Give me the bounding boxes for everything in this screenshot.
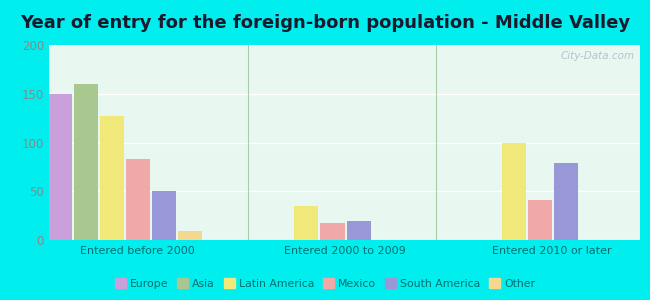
Bar <box>502 143 526 240</box>
Bar <box>126 159 150 240</box>
Bar <box>554 163 578 240</box>
Legend: Europe, Asia, Latin America, Mexico, South America, Other: Europe, Asia, Latin America, Mexico, Sou… <box>111 274 540 293</box>
Bar <box>48 94 72 240</box>
Bar <box>294 206 318 240</box>
Bar <box>320 224 344 240</box>
Text: Year of entry for the foreign-born population - Middle Valley: Year of entry for the foreign-born popul… <box>20 14 630 32</box>
Bar <box>100 116 124 240</box>
Bar <box>152 191 176 240</box>
Bar <box>528 200 552 240</box>
Bar <box>178 231 202 240</box>
Bar <box>346 220 370 240</box>
Bar <box>74 84 98 240</box>
Text: City-Data.com: City-Data.com <box>560 51 634 61</box>
